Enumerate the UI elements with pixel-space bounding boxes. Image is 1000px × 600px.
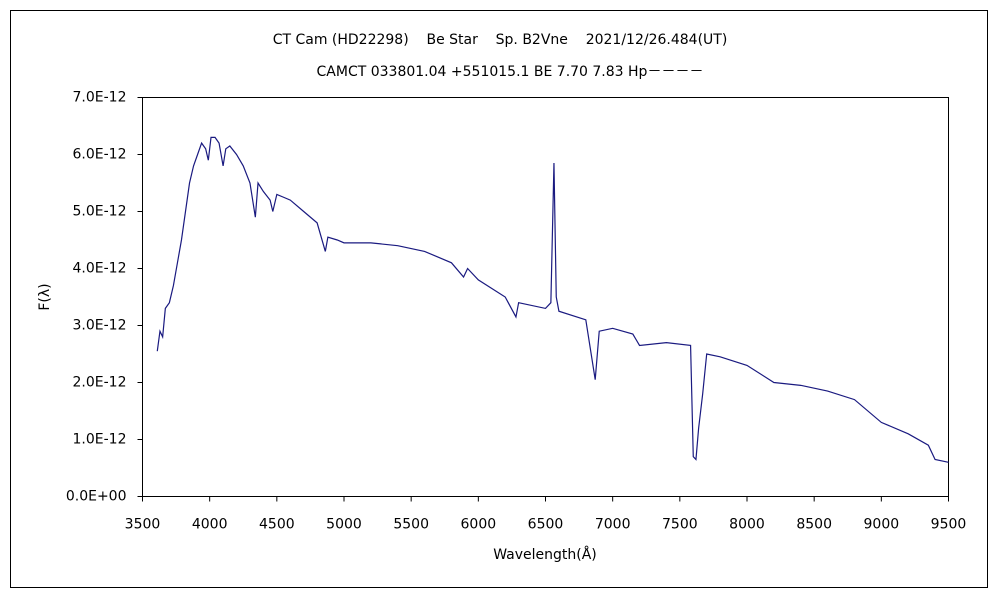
x-tick-label: 4000 <box>192 517 228 533</box>
y-tick-label: 1.0E-12 <box>73 432 127 448</box>
chart-title: CT Cam (HD22298) Be Star Sp. B2Vne 2021/… <box>273 32 728 48</box>
x-axis-label: Wavelength(Å) <box>493 546 597 563</box>
y-tick-label: 5.0E-12 <box>73 204 127 220</box>
y-tick-label: 6.0E-12 <box>73 147 127 163</box>
x-tick-label: 5000 <box>326 517 362 533</box>
x-tick-label: 6000 <box>461 517 497 533</box>
frame <box>10 10 988 588</box>
x-tick-label: 7000 <box>595 517 631 533</box>
chart-subtitle: CAMCT 033801.04 +551015.1 BE 7.70 7.83 H… <box>317 64 704 80</box>
x-tick-label: 8000 <box>729 517 765 533</box>
x-tick-label: 7500 <box>662 517 698 533</box>
x-tick-label: 3500 <box>125 517 161 533</box>
x-tick-label: 9000 <box>864 517 900 533</box>
plot-area <box>142 97 949 497</box>
x-tick-label: 6500 <box>528 517 564 533</box>
x-tick-label: 8500 <box>796 517 832 533</box>
y-axis-label: F(λ) <box>37 283 53 310</box>
y-tick-label: 0.0E+00 <box>66 489 127 505</box>
x-tick-label: 4500 <box>259 517 295 533</box>
y-tick-label: 3.0E-12 <box>73 318 127 334</box>
y-tick-label: 7.0E-12 <box>73 90 127 106</box>
y-tick-label: 2.0E-12 <box>73 375 127 391</box>
y-tick-label: 4.0E-12 <box>73 261 127 277</box>
x-tick-label: 9500 <box>931 517 967 533</box>
spectrum-line <box>156 136 949 463</box>
x-tick-label: 5500 <box>393 517 429 533</box>
